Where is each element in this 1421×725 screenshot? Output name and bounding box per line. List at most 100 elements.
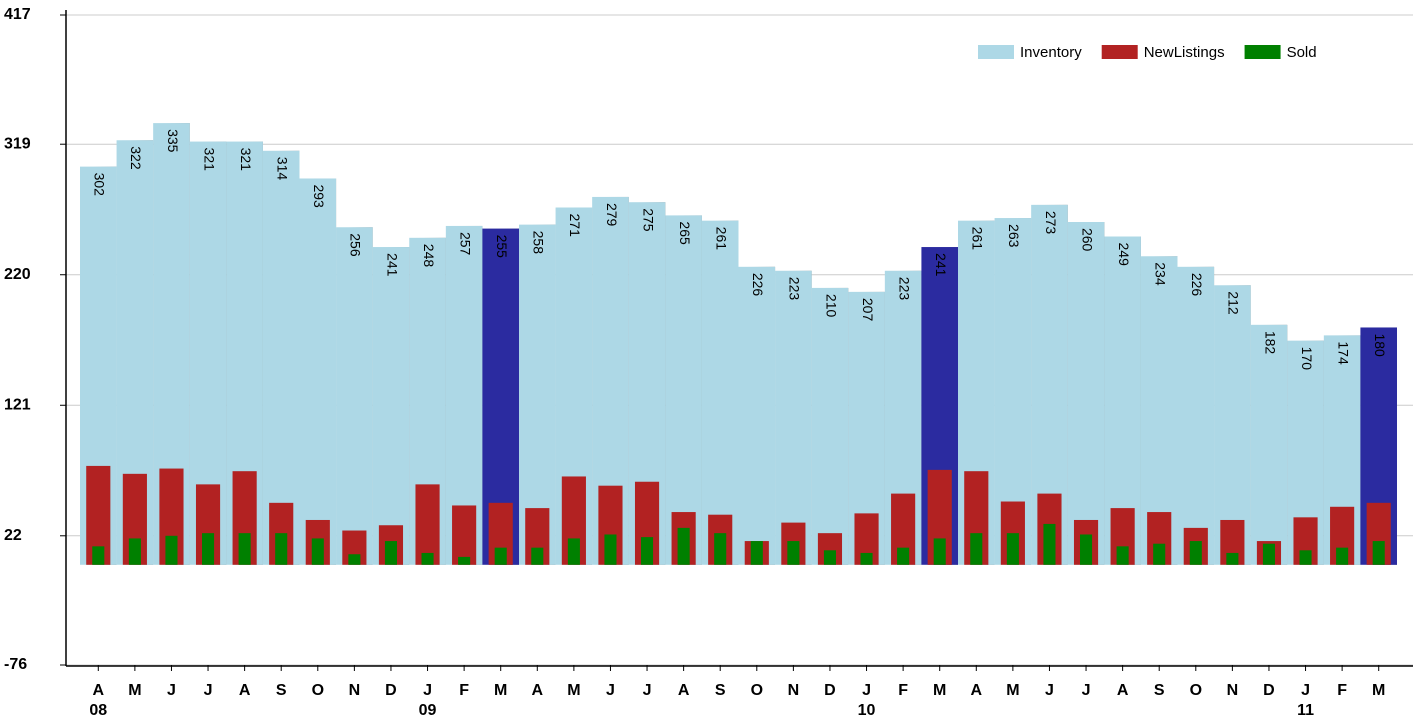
x-tick-label: J [167, 682, 176, 699]
x-tick-label: M [1372, 682, 1385, 699]
bar [348, 554, 361, 565]
bar [897, 547, 910, 565]
value-label: 322 [128, 146, 144, 170]
value-label: 212 [1226, 291, 1242, 315]
bar [1006, 533, 1019, 565]
x-tick-label: M [494, 682, 507, 699]
value-label: 226 [1189, 273, 1205, 297]
value-label: 241 [384, 253, 400, 277]
value-label: 261 [714, 227, 730, 251]
bar [494, 547, 507, 565]
bar [677, 527, 690, 565]
bar [421, 552, 434, 565]
x-tick-label: J [643, 682, 652, 699]
bar [384, 541, 397, 565]
value-label: 273 [1043, 211, 1059, 235]
bar [1262, 543, 1275, 565]
y-tick-label: 417 [4, 6, 31, 23]
bar [299, 178, 337, 565]
x-tick-label: J [204, 682, 213, 699]
bar [1250, 324, 1288, 565]
x-tick-label: J [423, 682, 432, 699]
bar [1214, 285, 1251, 565]
x-tick-label: S [715, 682, 726, 699]
bar [775, 270, 812, 565]
y-tick-label: 121 [4, 396, 31, 413]
bar [750, 541, 763, 565]
value-label: 207 [860, 298, 876, 322]
value-label: 180 [1372, 333, 1388, 357]
x-tick-label: M [128, 682, 141, 699]
x-tick-label: F [459, 682, 469, 699]
value-label: 226 [750, 273, 766, 297]
legend-label: Sold [1287, 44, 1317, 61]
x-year-label: 10 [858, 702, 876, 719]
bar [1189, 541, 1202, 565]
value-label: 249 [1116, 243, 1132, 267]
x-tick-label: M [567, 682, 580, 699]
bar [275, 533, 288, 565]
bar [567, 538, 580, 565]
bar [823, 550, 836, 565]
x-tick-label: J [1045, 682, 1054, 699]
value-label: 293 [311, 184, 327, 208]
value-label: 275 [640, 208, 656, 232]
bar [933, 538, 946, 565]
value-label: 248 [421, 244, 437, 268]
bar [238, 533, 251, 565]
bar [641, 537, 654, 565]
bar [665, 215, 702, 565]
x-tick-label: N [1227, 682, 1239, 699]
x-tick-label: D [824, 682, 836, 699]
value-label: 170 [1299, 347, 1315, 371]
bar [1080, 534, 1093, 565]
x-tick-label: J [1301, 682, 1310, 699]
legend-swatch [978, 45, 1014, 59]
x-tick-label: J [606, 682, 615, 699]
legend-swatch [1244, 45, 1281, 59]
x-tick-label: O [1190, 682, 1202, 699]
x-tick-label: A [678, 682, 690, 699]
bar [531, 547, 544, 565]
x-year-label: 11 [1297, 702, 1314, 719]
x-tick-label: F [898, 682, 908, 699]
bar [519, 224, 556, 565]
value-label: 174 [1335, 341, 1351, 365]
bar [787, 541, 800, 565]
value-label: 223 [896, 277, 912, 301]
x-tick-label: A [971, 682, 983, 699]
x-tick-label: S [1154, 682, 1165, 699]
value-label: 321 [238, 148, 254, 172]
legend-swatch [1101, 45, 1138, 59]
bar [860, 552, 873, 565]
value-label: 302 [92, 173, 108, 197]
value-label: 255 [494, 235, 510, 259]
y-tick-label: -76 [4, 656, 27, 673]
bar [452, 505, 477, 565]
x-tick-label: D [1263, 682, 1275, 699]
value-label: 271 [567, 213, 583, 237]
bar [701, 220, 739, 565]
bar [128, 538, 141, 565]
x-tick-label: S [276, 682, 287, 699]
x-tick-label: J [862, 682, 871, 699]
bar [1067, 221, 1105, 565]
value-label: 261 [970, 227, 986, 251]
value-label: 210 [823, 294, 839, 318]
value-label: 279 [604, 203, 620, 227]
legend-label: Inventory [1020, 44, 1082, 61]
bar [336, 227, 373, 565]
bar [372, 247, 410, 565]
value-label: 265 [677, 221, 693, 245]
bar [738, 266, 776, 565]
bar [1116, 546, 1129, 565]
bar [1043, 523, 1056, 565]
bar [604, 534, 617, 565]
x-tick-label: M [1006, 682, 1019, 699]
x-tick-label: N [788, 682, 800, 699]
value-label: 256 [348, 233, 364, 257]
bar [1336, 547, 1349, 565]
x-year-label: 09 [419, 702, 437, 719]
x-tick-label: F [1337, 682, 1347, 699]
